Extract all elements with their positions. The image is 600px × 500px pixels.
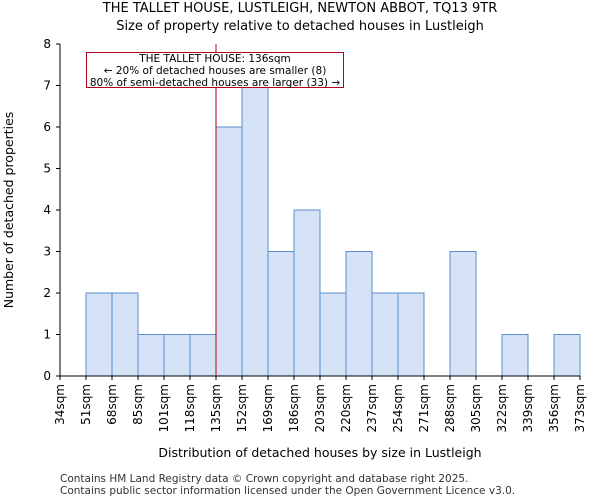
y-tick-label-3: 3 <box>43 245 51 259</box>
bar-203sqm <box>319 292 347 377</box>
bar-356sqm <box>553 334 581 377</box>
x-tick-label-305sqm: 305sqm <box>469 384 483 432</box>
y-tick-label-0: 0 <box>43 369 51 383</box>
y-tick-label-2: 2 <box>43 286 51 300</box>
x-tick-label-135sqm: 135sqm <box>209 384 223 432</box>
x-tick-label-237sqm: 237sqm <box>365 384 379 432</box>
x-tick-label-169sqm: 169sqm <box>261 384 275 432</box>
x-tick-label-203sqm: 203sqm <box>313 384 327 432</box>
bar-152sqm <box>241 85 269 377</box>
y-tick-label-6: 6 <box>43 120 51 134</box>
x-tick-label-356sqm: 356sqm <box>547 384 561 432</box>
x-tick-label-186sqm: 186sqm <box>287 384 301 432</box>
bar-254sqm <box>397 292 425 377</box>
x-tick-label-68sqm: 68sqm <box>105 384 119 425</box>
bar-237sqm <box>371 292 399 377</box>
footer-line1: Contains HM Land Registry data © Crown c… <box>60 473 469 485</box>
bar-322sqm <box>501 334 529 377</box>
x-tick-label-220sqm: 220sqm <box>339 384 353 432</box>
x-tick-label-339sqm: 339sqm <box>521 384 535 432</box>
annotation-line3: 80% of semi-detached houses are larger (… <box>89 77 341 89</box>
x-tick-label-271sqm: 271sqm <box>417 384 431 432</box>
footer-line2: Contains public sector information licen… <box>60 485 516 497</box>
bar-186sqm <box>293 209 321 377</box>
bar-135sqm <box>215 126 243 377</box>
bar-118sqm <box>189 334 217 377</box>
bar-169sqm <box>267 251 295 377</box>
x-tick-label-118sqm: 118sqm <box>183 384 197 432</box>
property-annotation-box: THE TALLET HOUSE: 136sqm ← 20% of detach… <box>86 52 344 89</box>
annotation-line1: THE TALLET HOUSE: 136sqm <box>139 53 291 65</box>
bar-101sqm <box>163 334 191 377</box>
bar-85sqm <box>137 334 165 377</box>
x-tick-label-34sqm: 34sqm <box>53 384 67 425</box>
x-tick-label-101sqm: 101sqm <box>157 384 171 432</box>
x-tick-label-288sqm: 288sqm <box>443 384 457 432</box>
chart-title-line1: THE TALLET HOUSE, LUSTLEIGH, NEWTON ABBO… <box>102 1 498 16</box>
x-tick-label-254sqm: 254sqm <box>391 384 405 432</box>
x-tick-label-373sqm: 373sqm <box>573 384 587 432</box>
chart-title-line2: Size of property relative to detached ho… <box>116 19 484 34</box>
bar-51sqm <box>85 292 113 377</box>
y-tick-label-1: 1 <box>43 328 51 342</box>
annotation-line2: ← 20% of detached houses are smaller (8) <box>103 65 327 77</box>
x-axis-title: Distribution of detached houses by size … <box>158 445 481 460</box>
bar-288sqm <box>449 251 477 377</box>
x-tick-label-322sqm: 322sqm <box>495 384 509 432</box>
x-tick-label-51sqm: 51sqm <box>79 384 93 425</box>
y-tick-label-5: 5 <box>43 162 51 176</box>
bar-68sqm <box>111 292 139 377</box>
x-tick-label-152sqm: 152sqm <box>235 384 249 432</box>
y-axis-title: Number of detached properties <box>1 112 16 309</box>
y-tick-label-8: 8 <box>43 37 51 51</box>
x-tick-label-85sqm: 85sqm <box>131 384 145 425</box>
y-tick-label-7: 7 <box>43 79 51 93</box>
bar-220sqm <box>345 251 373 377</box>
y-tick-label-4: 4 <box>43 203 51 217</box>
